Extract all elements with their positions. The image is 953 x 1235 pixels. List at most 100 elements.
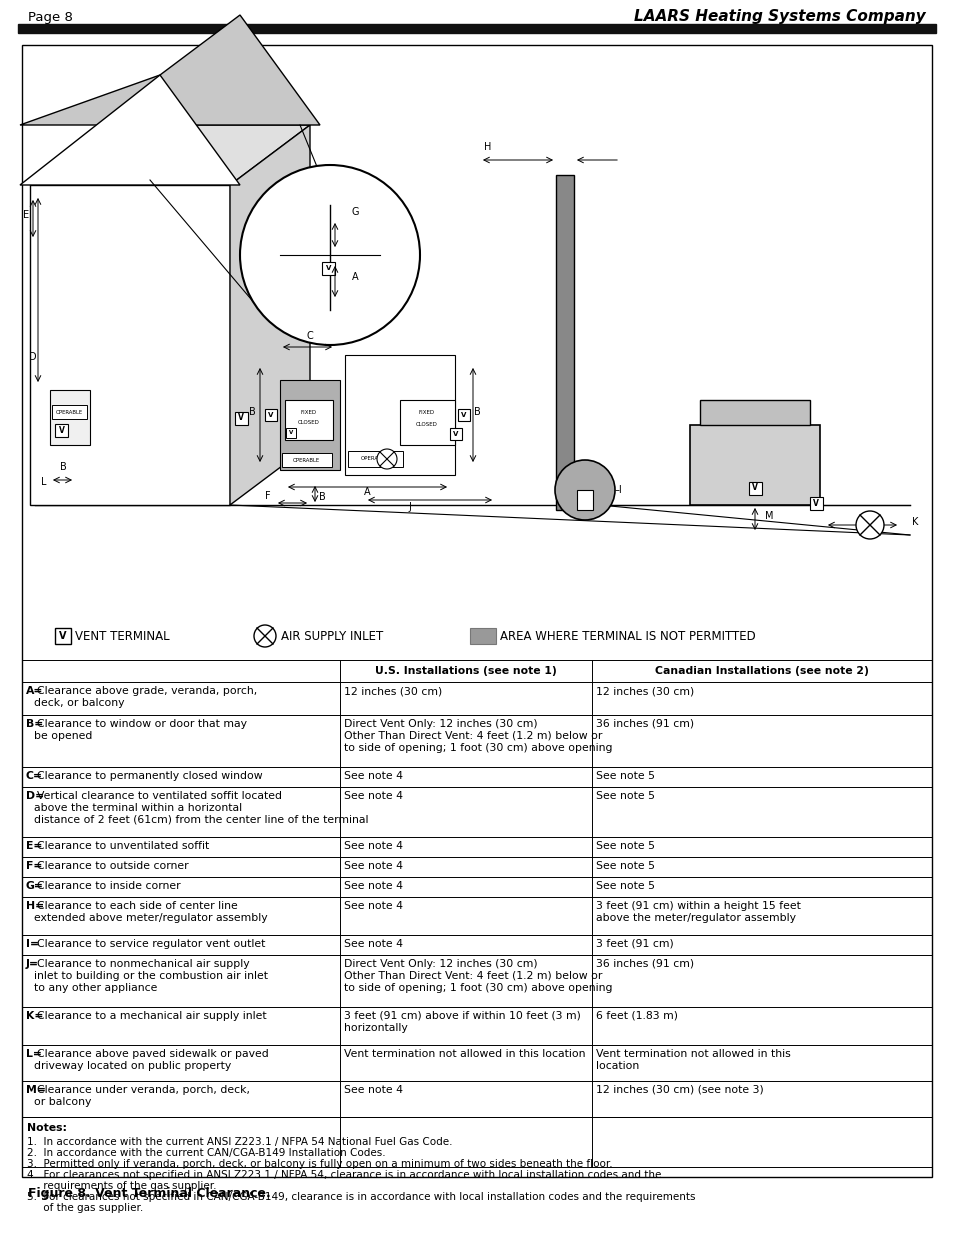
Text: LAARS Heating Systems Company: LAARS Heating Systems Company (634, 10, 925, 25)
Text: V: V (326, 266, 331, 270)
Text: extended above meter/regulator assembly: extended above meter/regulator assembly (34, 913, 268, 923)
Text: distance of 2 feet (61cm) from the center line of the terminal: distance of 2 feet (61cm) from the cente… (34, 815, 368, 825)
Text: See note 4: See note 4 (344, 881, 402, 890)
Text: OPERABLE: OPERABLE (293, 457, 319, 462)
Text: Clearance to each side of center line: Clearance to each side of center line (37, 902, 237, 911)
Text: Vertical clearance to ventilated soffit located: Vertical clearance to ventilated soffit … (37, 790, 282, 802)
Bar (285, 400, 333, 440)
Text: deck, or balcony: deck, or balcony (34, 698, 125, 708)
Text: See note 4: See note 4 (344, 861, 402, 871)
Text: Clearance to permanently closed window: Clearance to permanently closed window (37, 771, 262, 781)
Text: location: location (596, 1061, 639, 1071)
Text: horizontally: horizontally (344, 1023, 407, 1032)
Text: See note 4: See note 4 (344, 841, 402, 851)
Text: A: A (352, 272, 358, 282)
Polygon shape (30, 125, 310, 185)
Text: Canadian Installations (see note 2): Canadian Installations (see note 2) (655, 666, 868, 676)
Text: See note 4: See note 4 (344, 939, 402, 948)
Text: F=: F= (26, 861, 42, 871)
Text: B: B (318, 492, 325, 501)
Circle shape (253, 625, 275, 647)
Text: Clearance to outside corner: Clearance to outside corner (37, 861, 189, 871)
Text: Clearance to inside corner: Clearance to inside corner (37, 881, 180, 890)
Text: C=: C= (26, 771, 43, 781)
Text: or balcony: or balcony (34, 1097, 91, 1107)
Bar (55, 629, 71, 643)
Text: Page 8: Page 8 (28, 11, 72, 23)
Text: D: D (30, 352, 37, 362)
Text: G=: G= (26, 881, 44, 890)
Text: 36 inches (91 cm): 36 inches (91 cm) (596, 960, 694, 969)
Text: See note 5: See note 5 (596, 771, 655, 781)
Text: –I: –I (615, 485, 622, 495)
Text: D=: D= (26, 790, 44, 802)
Text: E=: E= (26, 841, 42, 851)
Text: K: K (911, 517, 917, 527)
Bar (700, 400, 809, 425)
Polygon shape (20, 75, 240, 185)
Text: See note 5: See note 5 (596, 881, 655, 890)
Text: See note 4: See note 4 (344, 1086, 402, 1095)
Bar (348, 451, 402, 467)
Bar (809, 496, 822, 510)
Bar (556, 175, 574, 510)
Text: B=: B= (26, 719, 43, 729)
Text: FIXED: FIXED (300, 410, 316, 415)
Text: See note 4: See note 4 (344, 790, 402, 802)
Text: See note 5: See note 5 (596, 841, 655, 851)
Text: H: H (484, 142, 491, 152)
Text: J: J (408, 501, 411, 513)
Bar (470, 629, 496, 643)
Text: Direct Vent Only: 12 inches (30 cm): Direct Vent Only: 12 inches (30 cm) (344, 719, 537, 729)
Bar (457, 409, 470, 421)
Text: inlet to building or the combustion air inlet: inlet to building or the combustion air … (34, 971, 268, 981)
Text: G: G (351, 207, 358, 217)
Bar (265, 409, 276, 421)
Text: 12 inches (30 cm): 12 inches (30 cm) (344, 685, 442, 697)
Text: See note 4: See note 4 (344, 902, 402, 911)
Text: to any other appliance: to any other appliance (34, 983, 157, 993)
Text: 3 feet (91 cm) above if within 10 feet (3 m): 3 feet (91 cm) above if within 10 feet (… (344, 1011, 580, 1021)
Text: CLOSED: CLOSED (416, 422, 437, 427)
Text: V: V (58, 426, 65, 435)
Text: OPERABLE: OPERABLE (360, 457, 389, 462)
Circle shape (376, 450, 396, 469)
Bar (50, 390, 90, 445)
Text: V: V (461, 412, 466, 417)
Text: 3.  Permitted only if veranda, porch, deck, or balcony is fully open on a minimu: 3. Permitted only if veranda, porch, dec… (27, 1158, 612, 1170)
Text: Other Than Direct Vent: 4 feet (1.2 m) below or: Other Than Direct Vent: 4 feet (1.2 m) b… (344, 971, 601, 981)
Bar (689, 425, 820, 505)
Text: 6 feet (1.83 m): 6 feet (1.83 m) (596, 1011, 678, 1021)
Text: 1.  In accordance with the current ANSI Z223.1 / NFPA 54 National Fuel Gas Code.: 1. In accordance with the current ANSI Z… (27, 1137, 452, 1147)
Polygon shape (230, 125, 310, 505)
Text: 4.  For clearances not specified in ANSI Z223.1 / NFPA 54, clearance is in accor: 4. For clearances not specified in ANSI … (27, 1170, 660, 1179)
Text: 3 feet (91 cm) within a height 15 feet: 3 feet (91 cm) within a height 15 feet (596, 902, 800, 911)
Text: be opened: be opened (34, 731, 92, 741)
Text: V: V (289, 431, 293, 436)
Text: Vent termination not allowed in this location: Vent termination not allowed in this loc… (344, 1049, 585, 1058)
Bar (399, 400, 455, 445)
Text: 36 inches (91 cm): 36 inches (91 cm) (596, 719, 694, 729)
Text: OPERABLE: OPERABLE (55, 410, 83, 415)
Text: F: F (265, 492, 271, 501)
Text: requirements of the gas supplier.: requirements of the gas supplier. (27, 1181, 216, 1191)
Text: 12 inches (30 cm): 12 inches (30 cm) (596, 685, 694, 697)
Text: V: V (453, 431, 458, 437)
Text: above the meter/regulator assembly: above the meter/regulator assembly (596, 913, 795, 923)
Text: C: C (306, 331, 313, 341)
Text: Clearance to service regulator vent outlet: Clearance to service regulator vent outl… (37, 939, 265, 948)
Text: K=: K= (26, 1011, 43, 1021)
Text: V: V (812, 499, 818, 508)
Text: CLOSED: CLOSED (297, 420, 319, 425)
Text: Clearance above paved sidewalk or paved: Clearance above paved sidewalk or paved (37, 1049, 269, 1058)
Text: above the terminal within a horizontal: above the terminal within a horizontal (34, 803, 242, 813)
Text: VENT TERMINAL: VENT TERMINAL (75, 630, 170, 642)
Text: Other Than Direct Vent: 4 feet (1.2 m) below or: Other Than Direct Vent: 4 feet (1.2 m) b… (344, 731, 601, 741)
Text: L: L (41, 477, 47, 487)
Text: V: V (59, 631, 67, 641)
Text: V: V (751, 483, 757, 493)
Polygon shape (20, 15, 319, 125)
Text: V: V (268, 412, 274, 417)
Circle shape (240, 165, 419, 345)
Text: J=: J= (26, 960, 39, 969)
